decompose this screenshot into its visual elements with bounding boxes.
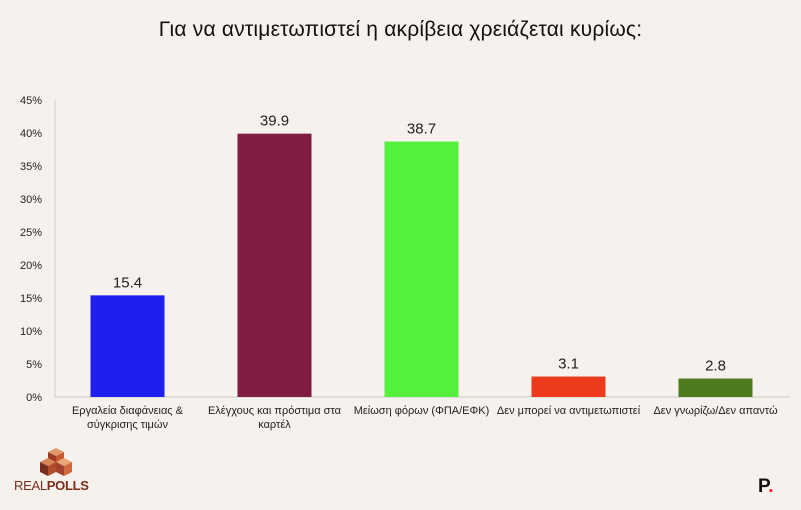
bar-chart: 0% 5% 10% 15% 20% 25% 30% 35% 40% 45% 15.4 39.9 38.… xyxy=(20,95,790,431)
y-axis-ticks: 0% 5% 10% 15% 20% 25% 30% 35% 40% 45% xyxy=(20,95,42,404)
y-tick-label: 0% xyxy=(26,392,42,404)
y-tick-label: 10% xyxy=(20,326,42,338)
x-category-label: Εργαλεία διαφάνειας & xyxy=(72,405,184,417)
data-label: 15.4 xyxy=(113,274,142,291)
data-label: 39.9 xyxy=(260,113,289,130)
y-tick-label: 45% xyxy=(20,95,42,107)
y-tick-label: 40% xyxy=(20,128,42,140)
y-tick-label: 5% xyxy=(26,359,42,371)
bar xyxy=(384,141,459,397)
y-tick-label: 20% xyxy=(20,260,42,272)
bar xyxy=(531,376,606,397)
data-labels-group: 15.4 39.9 38.7 3.1 2.8 xyxy=(113,113,726,375)
data-label: 38.7 xyxy=(407,121,436,138)
x-category-label: Μείωση φόρων (ΦΠΑ/ΕΦΚ) xyxy=(354,405,490,417)
data-label: 2.8 xyxy=(705,358,726,375)
bars-group xyxy=(90,133,753,397)
realpolls-logo-icon xyxy=(40,448,72,476)
y-tick-label: 15% xyxy=(20,293,42,305)
bar xyxy=(237,133,312,397)
x-category-label: σύγκρισης τιμών xyxy=(87,419,168,431)
realpolls-logo-text: REALPOLLS xyxy=(14,478,89,493)
y-tick-label: 35% xyxy=(20,161,42,173)
x-axis-categories: Εργαλεία διαφάνειας & σύγκρισης τιμών Ελέγ… xyxy=(72,405,778,431)
bar xyxy=(678,378,753,397)
x-category-label: Δεν μπορεί να αντιμετωπιστεί xyxy=(497,405,641,417)
chart-title: Για να αντιμετωπιστεί η ακρίβεια χρειάζε… xyxy=(158,18,643,41)
y-tick-label: 30% xyxy=(20,194,42,206)
brand-mark-icon: P. xyxy=(758,476,774,497)
bar xyxy=(90,295,165,397)
data-label: 3.1 xyxy=(558,356,579,373)
y-tick-label: 25% xyxy=(20,227,42,239)
x-category-label: καρτέλ xyxy=(258,419,291,431)
x-category-label: Δεν γνωρίζω/Δεν απαντώ xyxy=(653,405,778,417)
x-category-label: Ελέγχους και πρόστιμα στα xyxy=(208,405,342,417)
